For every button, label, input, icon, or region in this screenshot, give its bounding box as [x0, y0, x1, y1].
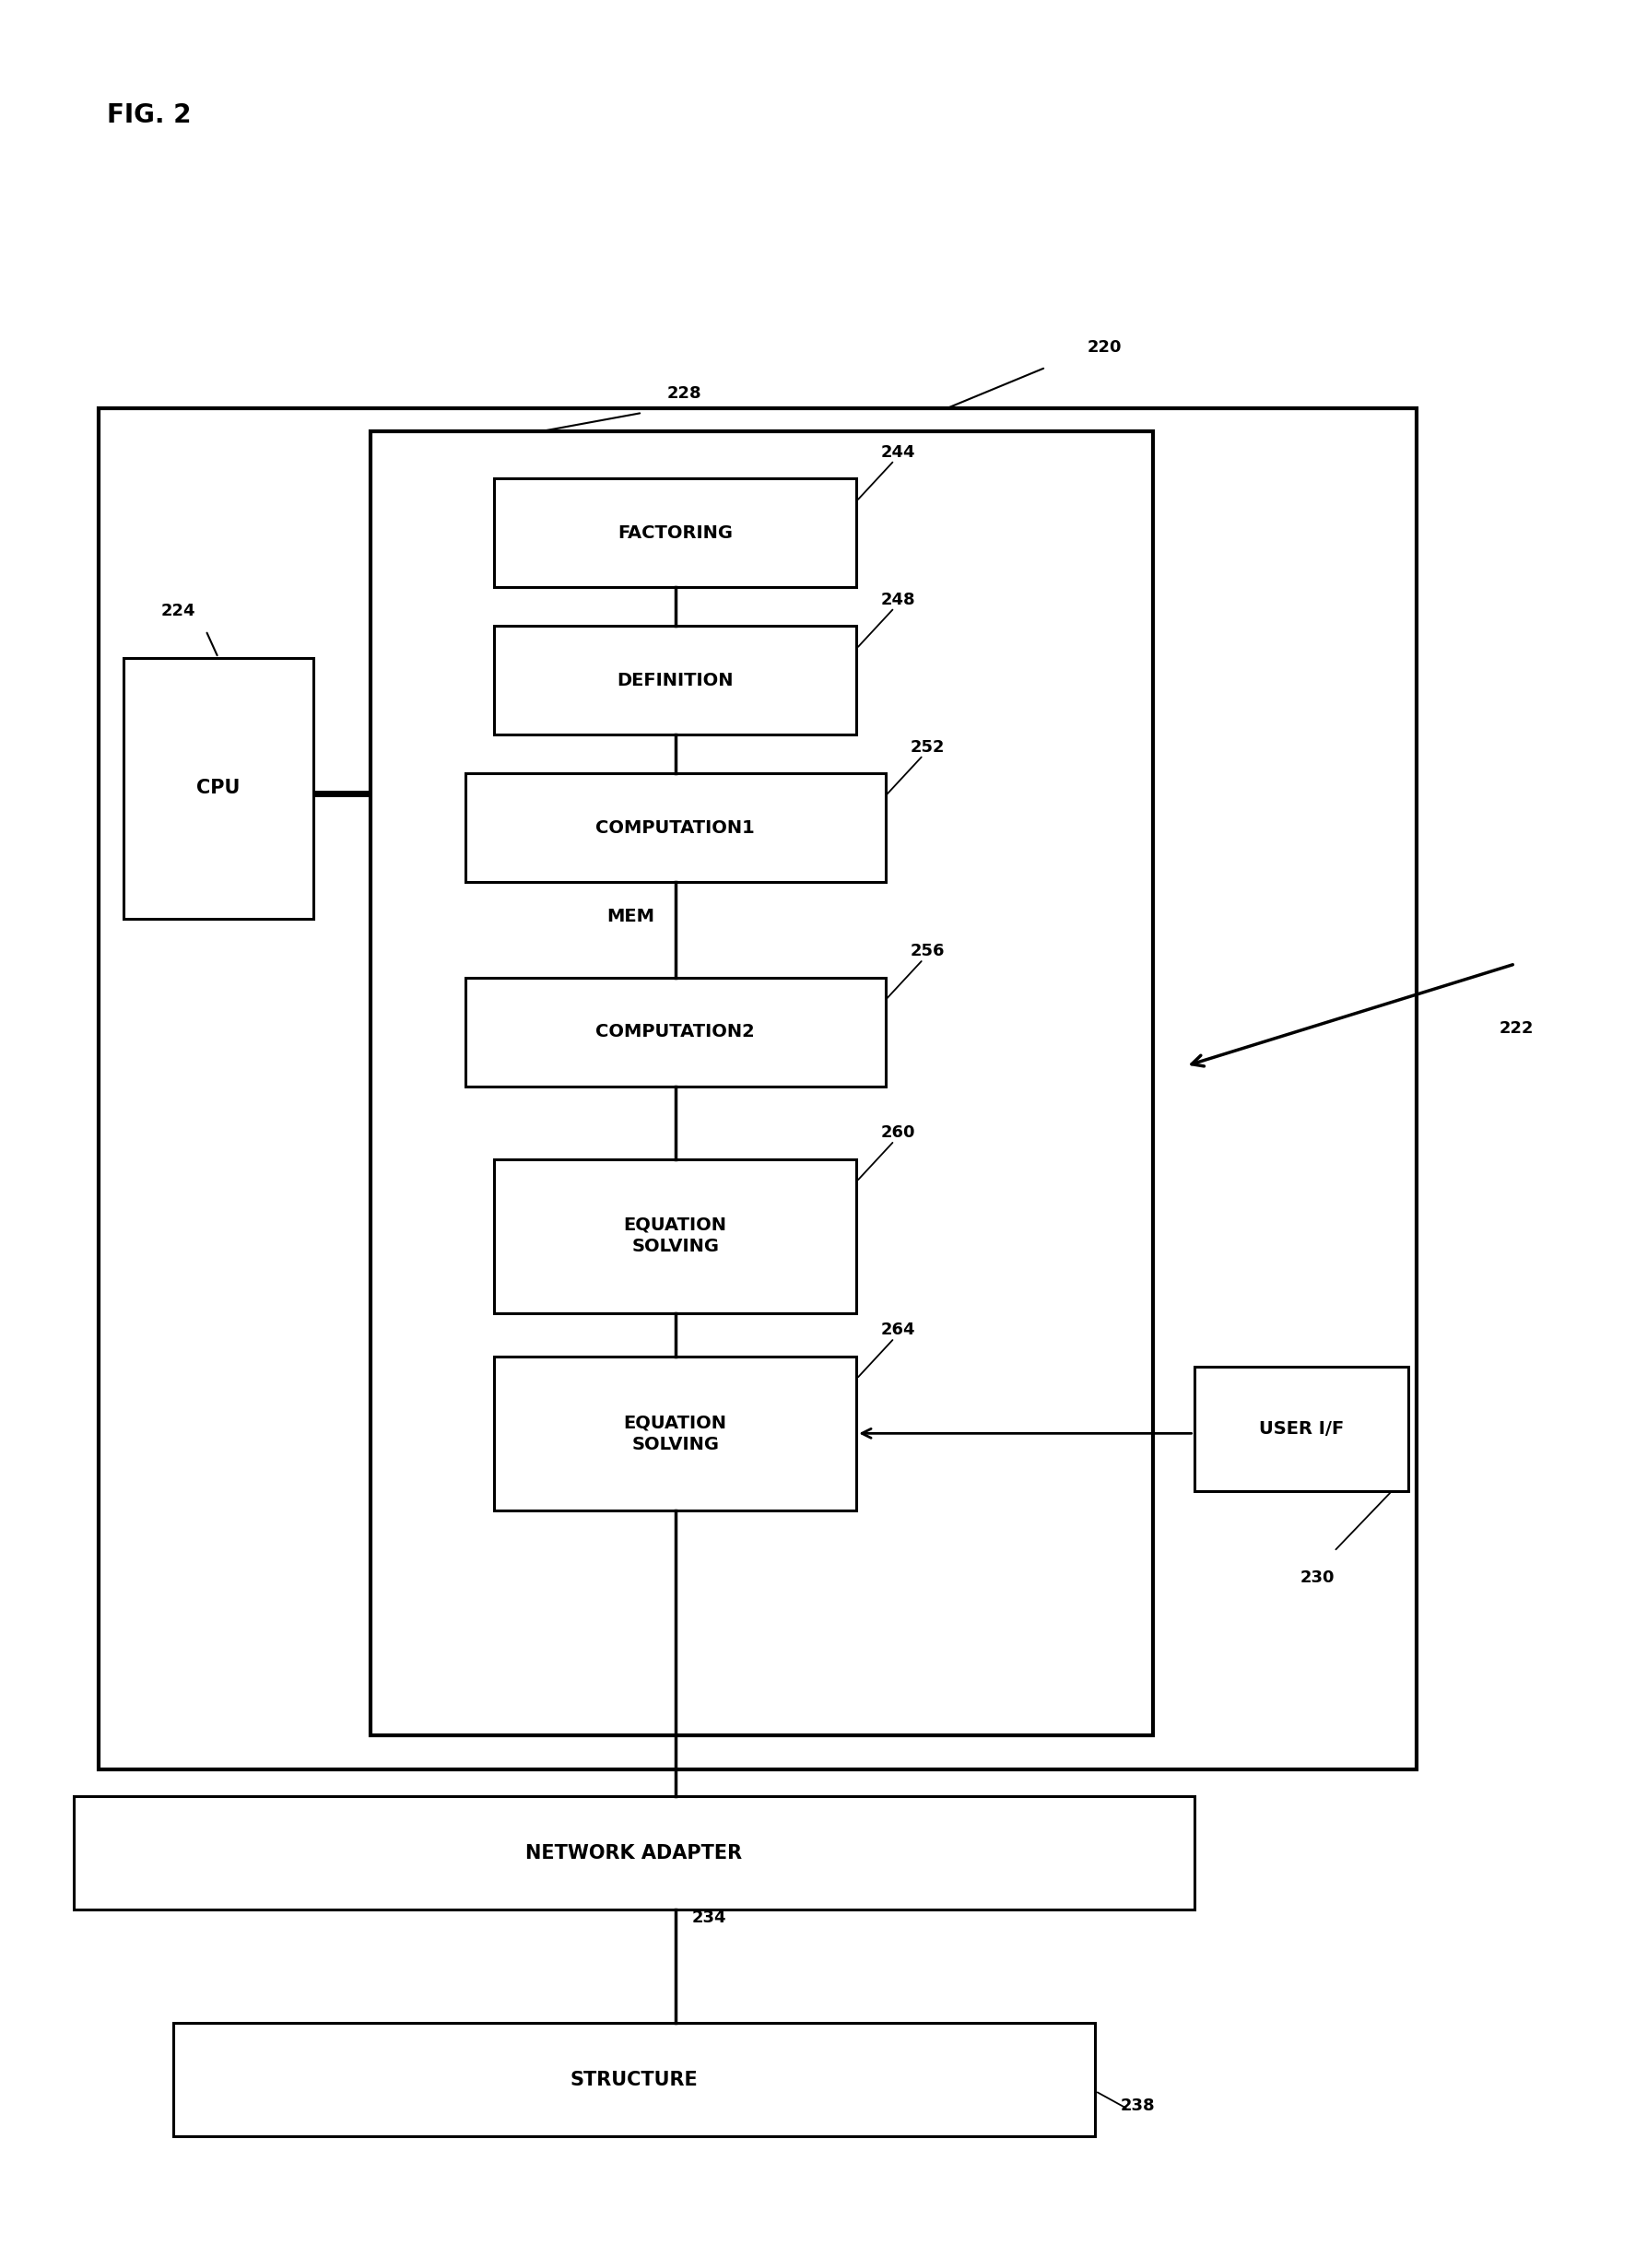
Text: EQUATION
SOLVING: EQUATION SOLVING: [624, 1216, 726, 1256]
Text: USER I/F: USER I/F: [1258, 1420, 1344, 1438]
Bar: [494, 1159, 856, 1313]
Text: COMPUTATION1: COMPUTATION1: [596, 819, 754, 837]
Text: 230: 230: [1301, 1569, 1334, 1585]
Text: FIG. 2: FIG. 2: [107, 102, 191, 127]
Text: MEM: MEM: [606, 907, 656, 925]
Text: CPU: CPU: [196, 778, 240, 798]
Bar: [494, 1356, 856, 1510]
Text: 260: 260: [881, 1125, 916, 1141]
Bar: [494, 479, 856, 587]
Bar: [1194, 1365, 1408, 1492]
Bar: [494, 626, 856, 735]
Bar: [464, 978, 886, 1086]
Text: 222: 222: [1499, 1021, 1533, 1036]
Text: 220: 220: [1087, 340, 1122, 356]
Bar: [99, 408, 1416, 1769]
Bar: [124, 658, 313, 919]
Text: FACTORING: FACTORING: [618, 524, 733, 542]
Text: 224: 224: [161, 603, 194, 619]
Text: 238: 238: [1120, 2098, 1155, 2114]
Text: STRUCTURE: STRUCTURE: [570, 2071, 698, 2089]
Bar: [74, 1796, 1194, 1910]
Text: COMPUTATION2: COMPUTATION2: [596, 1023, 754, 1041]
Text: NETWORK ADAPTER: NETWORK ADAPTER: [525, 1844, 743, 1862]
Text: 252: 252: [909, 739, 944, 755]
Text: 248: 248: [881, 592, 916, 608]
Text: EQUATION
SOLVING: EQUATION SOLVING: [624, 1413, 726, 1454]
Text: 256: 256: [909, 943, 944, 959]
Bar: [173, 2023, 1095, 2136]
Text: 234: 234: [692, 1910, 726, 1926]
Text: 244: 244: [881, 445, 916, 460]
Text: 264: 264: [881, 1322, 916, 1338]
Bar: [464, 773, 886, 882]
Bar: [371, 431, 1153, 1735]
Text: 228: 228: [667, 386, 702, 401]
Text: DEFINITION: DEFINITION: [618, 671, 733, 689]
